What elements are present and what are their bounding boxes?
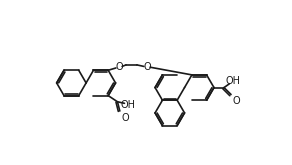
Text: OH: OH: [225, 76, 240, 86]
Text: O: O: [121, 113, 129, 123]
Text: OH: OH: [121, 100, 136, 110]
Text: O: O: [143, 62, 151, 72]
Text: O: O: [232, 96, 240, 106]
Text: O: O: [115, 62, 123, 72]
